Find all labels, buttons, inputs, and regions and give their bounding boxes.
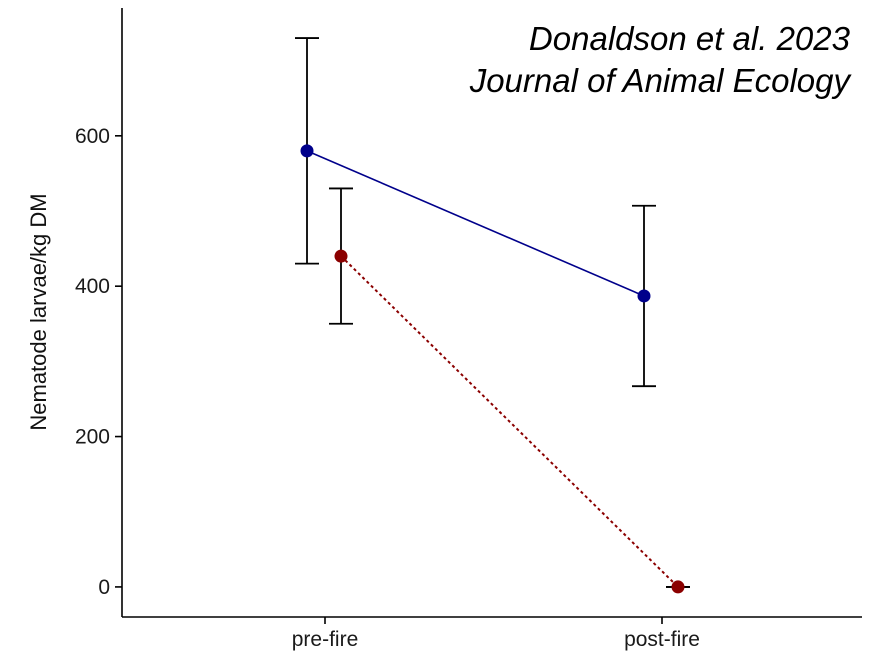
citation-line-2: Journal of Animal Ecology [469,62,853,99]
data-point [671,580,685,594]
series-line [340,255,679,588]
data-point [300,144,314,158]
x-tick-label: pre-fire [292,628,359,651]
y-tick-label: 600 [75,125,110,148]
x-tick-label: post-fire [624,628,700,651]
axes [121,8,862,618]
data-point [334,249,348,263]
data-point [637,289,651,303]
y-ticks: 0 200 400 600 [75,125,122,599]
y-tick-label: 400 [75,275,110,298]
series-2 [329,187,690,594]
y-tick-label: 0 [98,576,110,599]
x-ticks: pre-fire post-fire [292,617,700,651]
series-layer [295,37,690,594]
series-line [306,150,645,297]
citation-line-1: Donaldson et al. 2023 [529,20,851,57]
y-axis-title: Nematode larvae/kg DM [26,193,51,430]
y-tick-label: 200 [75,426,110,449]
series-1 [295,37,656,388]
